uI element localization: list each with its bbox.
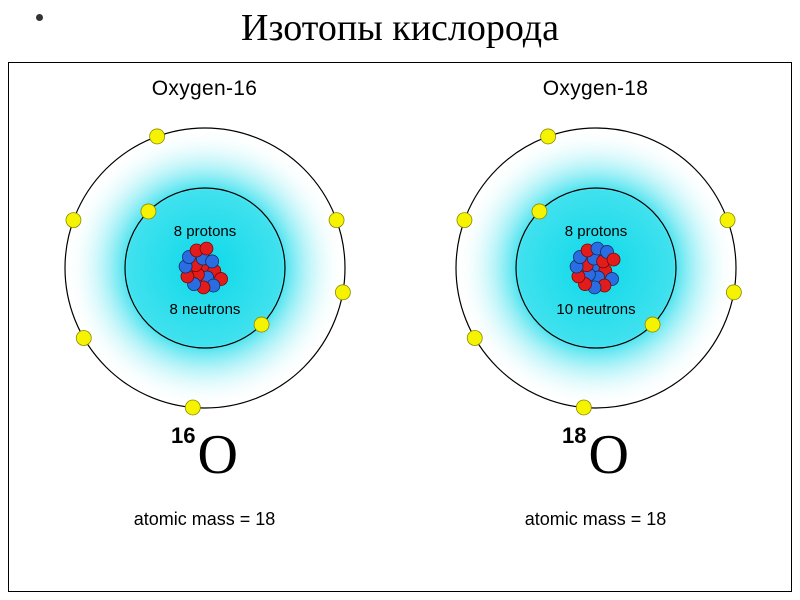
svg-text:8 protons: 8 protons [564,223,627,240]
atom-svg: 8 protons 10 neutrons [441,113,751,423]
element-symbol: O [589,427,629,483]
svg-text:8 neutrons: 8 neutrons [169,301,240,318]
element-symbol-row: 18 O [400,427,791,483]
mass-number: 16 [171,423,195,449]
element-symbol: O [198,427,238,483]
atom-svg: 8 protons 8 neutrons [50,113,360,423]
mass-number: 18 [562,423,586,449]
atomic-mass-caption: atomic mass = 18 [9,509,400,530]
element-symbol-row: 16 O [9,427,400,483]
atom-diagram-o18: 8 protons 10 neutrons [441,113,751,423]
svg-text:8 protons: 8 protons [173,223,236,240]
isotope-column-right: Oxygen-18 8 protons 10 neutrons 18 O atom… [400,63,791,591]
slide-bullet [36,14,43,21]
svg-text:10 neutrons: 10 neutrons [556,301,635,318]
atom-diagram-o16: 8 protons 8 neutrons [50,113,360,423]
atomic-mass-caption: atomic mass = 18 [400,509,791,530]
page-title: Изотопы кислорода [0,0,800,50]
isotope-label: Oxygen-16 [9,63,400,101]
isotope-column-left: Oxygen-16 8 protons 8 neutrons 16 O atomi… [9,63,400,591]
isotope-label: Oxygen-18 [400,63,791,101]
diagram-frame: Oxygen-16 8 protons 8 neutrons 16 O atomi… [8,62,792,592]
